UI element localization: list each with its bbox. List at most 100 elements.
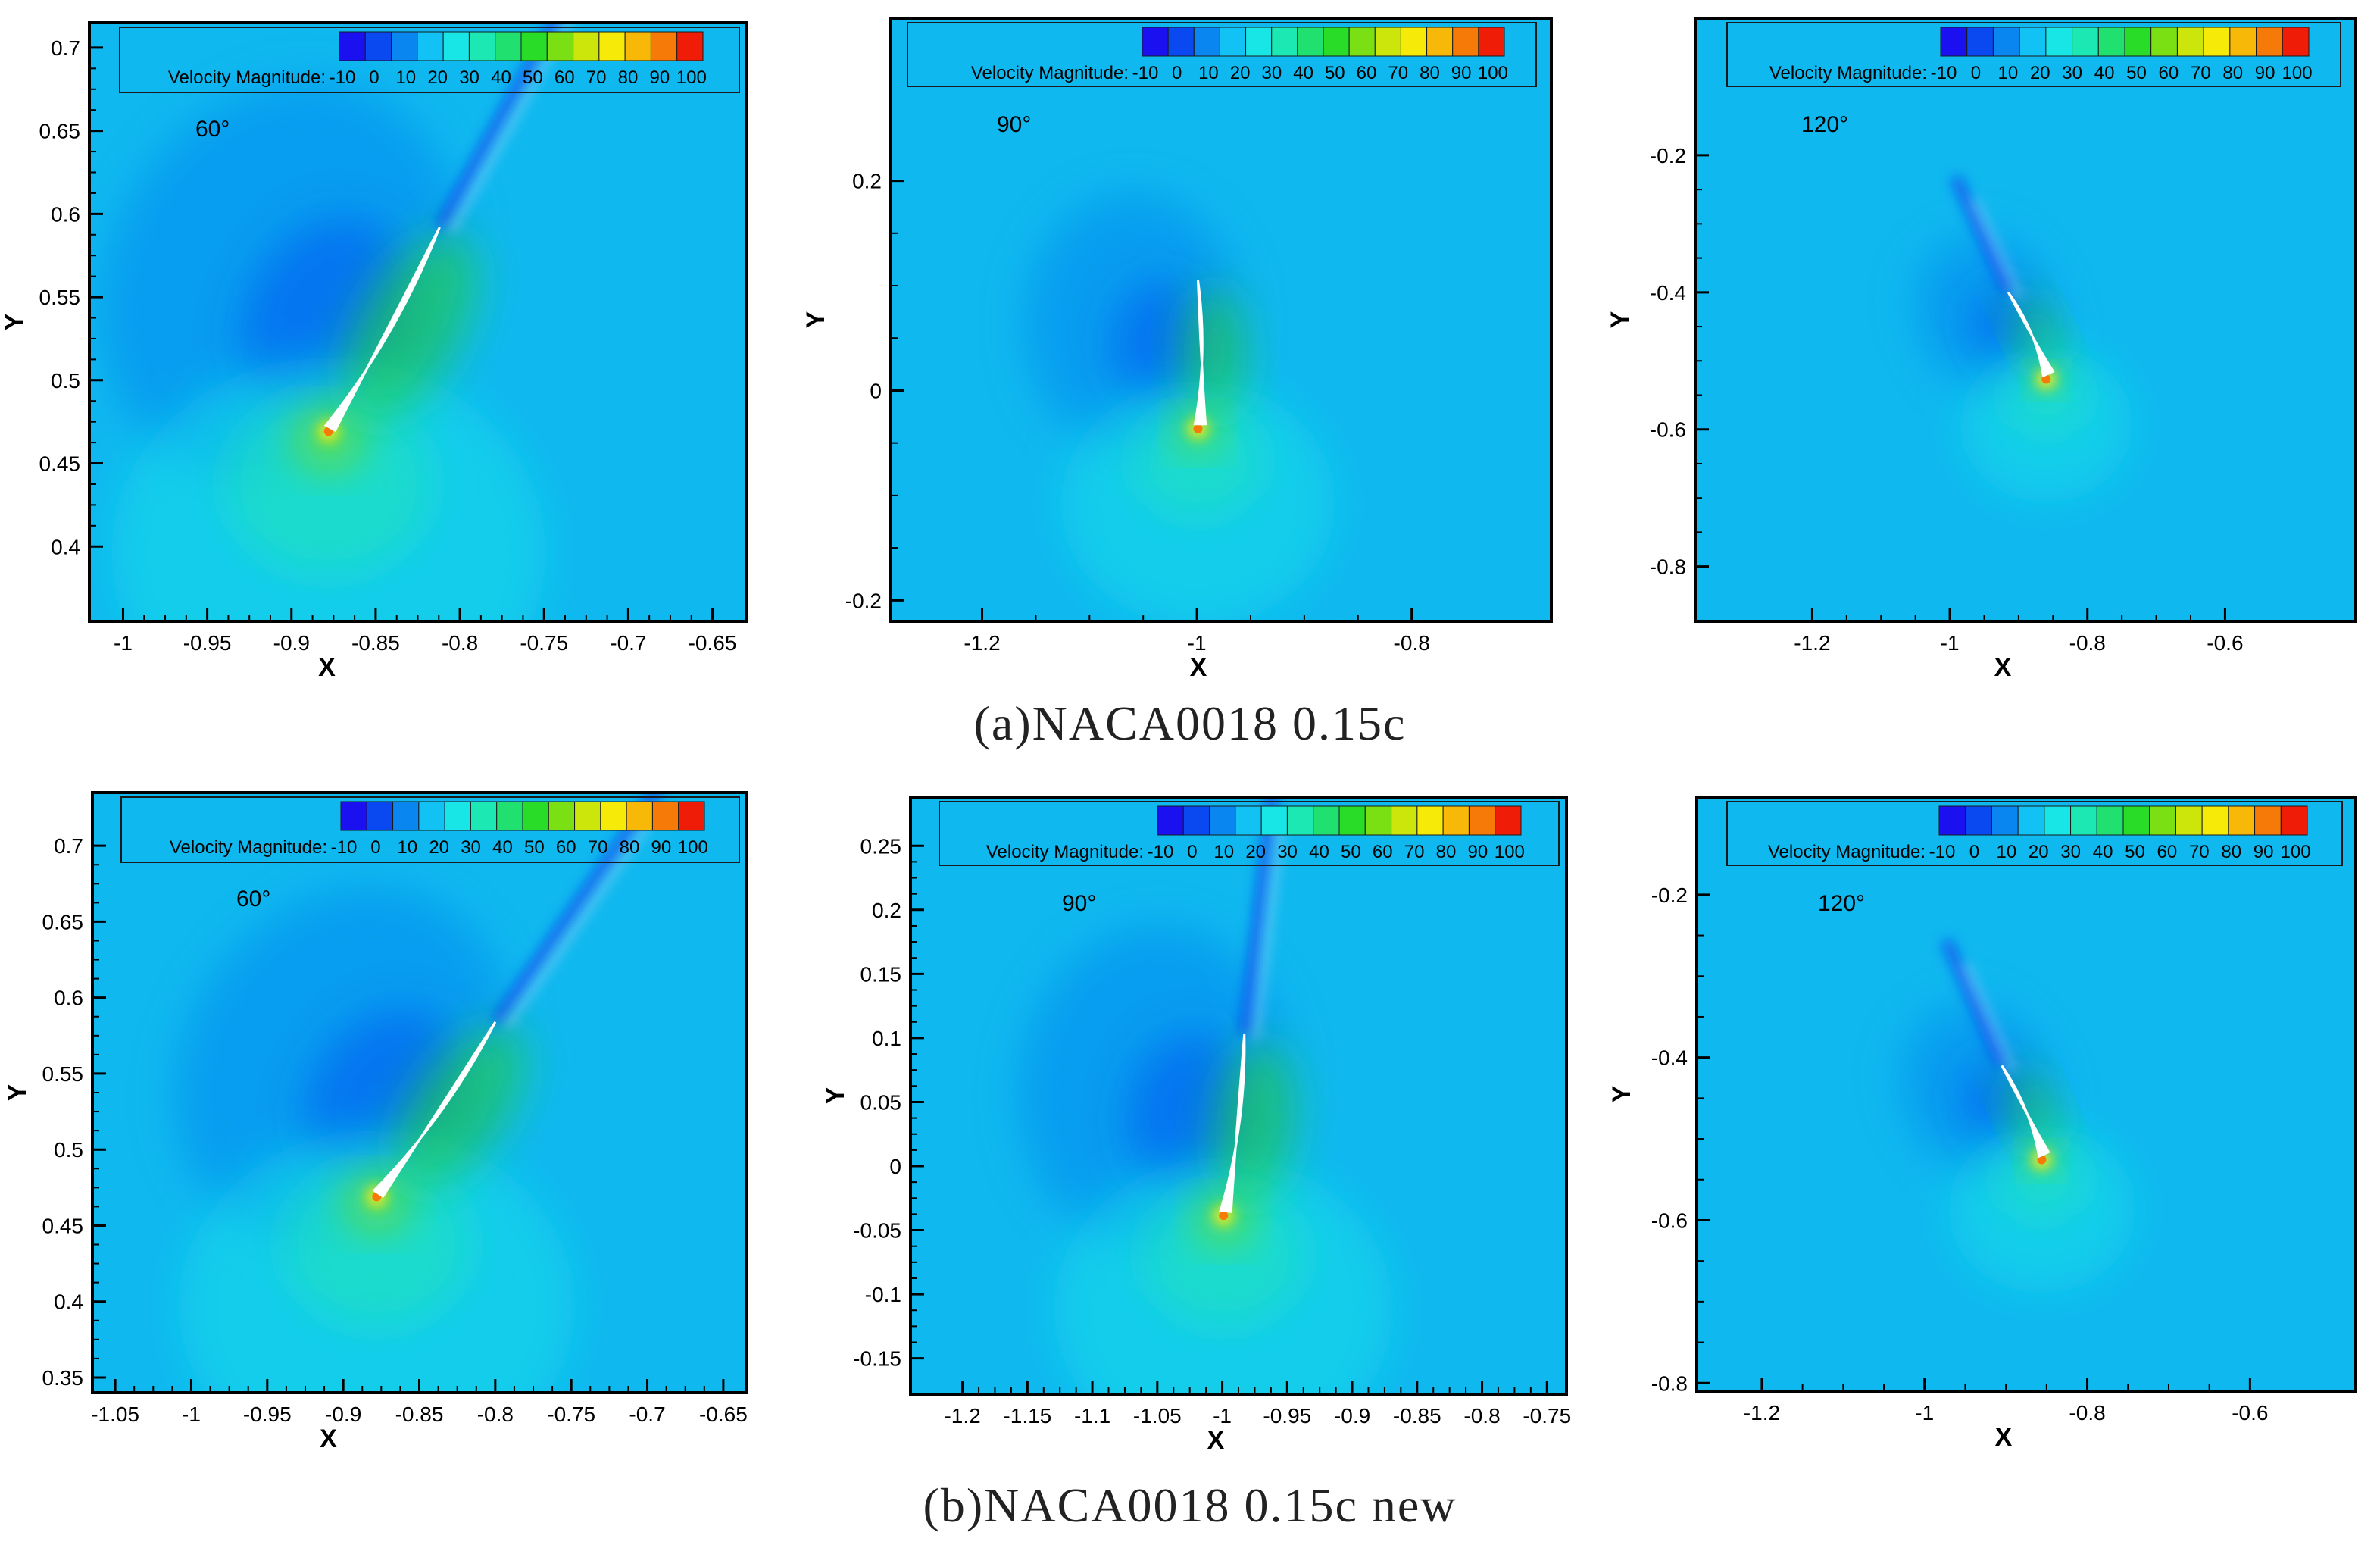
legend-tick-label: 100 [1478,63,1508,83]
velocity-field [1916,174,2132,502]
legend-swatch [1142,27,1169,57]
stagnation-point [2037,1155,2047,1165]
legend-swatch [1991,805,2019,836]
flow-region [1183,287,1247,417]
angle-label: 90° [997,112,1031,137]
x-tick-label: -0.8 [1394,631,1430,655]
legend-swatch [573,31,600,61]
y-tick-label: -0.6 [1650,418,1686,442]
legend-swatch [2124,27,2152,57]
legend-swatch [1966,27,1994,57]
legend-tick-label: 30 [2060,842,2081,862]
legend-swatch [2150,27,2178,57]
legend-swatch [1495,805,1522,836]
y-tick-label: 0.6 [51,202,80,226]
y-tick-label: 0.65 [42,910,84,933]
flow-region [1133,402,1263,518]
x-tick-label: -1 [1915,1401,1934,1424]
x-tick-label: -1.2 [1744,1401,1780,1424]
legend-swatch [520,31,548,61]
x-tick-label: -1.05 [1133,1404,1182,1428]
blade-profile [372,1021,497,1199]
flow-region [345,233,479,421]
legend-swatch [418,801,445,831]
legend-tick-label: 80 [2222,63,2243,83]
legend-swatch [392,801,420,831]
legend-tick-label: 40 [2094,63,2115,83]
blade-profile [1219,1034,1246,1214]
legend-title: Velocity Magnitude: [1768,842,1926,862]
y-tick-label: -0.4 [1651,1046,1688,1070]
chart-panel-6: -1.2 -1 -0.8 -0.6 -0.8 -0.6 -0.4 -0.2 X Y 120° Velo… [1607,796,2357,1452]
y-axis-label: Y [821,1087,850,1104]
legend-tick-label: 100 [2281,842,2311,862]
blade-profile [323,227,441,433]
y-tick-label: 0.15 [860,962,902,986]
y-axis-label: Y [3,1084,32,1101]
y-tick-label: 0.4 [51,535,80,558]
flow-region [2007,1069,2060,1152]
x-tick-label: -0.65 [689,631,737,655]
x-tick-label: -0.75 [547,1403,595,1426]
x-tick-label: -1 [1941,631,1960,655]
legend-tick-label: 60 [1373,842,1393,862]
x-tick-label: -1 [1188,631,1207,655]
legend-swatch [1271,27,1298,57]
x-axis-label: X [1995,1423,2013,1452]
legend-swatch [1193,27,1220,57]
legend-tick-label: -10 [1148,842,1174,862]
x-tick-label: -0.95 [243,1403,292,1426]
x-tick-label: -0.85 [1393,1404,1441,1428]
legend-tick-label: 50 [1341,842,1361,862]
legend-tick-label: 40 [1293,63,1313,83]
flow-region [283,1161,470,1328]
x-axis-label: X [1994,653,2012,682]
flow-region [226,392,432,576]
x-tick-label: -1.1 [1074,1404,1110,1428]
legend-title: Velocity Magnitude: [1769,63,1927,83]
x-tick-label: -0.8 [477,1403,514,1426]
legend-tick-label: 70 [2189,842,2210,862]
legend-swatch [574,801,601,831]
legend-swatch [2122,805,2150,836]
legend-swatch [600,801,627,831]
legend-swatch [2201,805,2229,836]
legend-swatch [1219,27,1247,57]
legend-tick-label: 40 [1309,842,1329,862]
wake-streak [1971,197,2022,299]
y-tick-label: -0.2 [1650,144,1686,167]
legend-swatch [1260,805,1288,836]
caption-row-a: (a)NACA0018 0.15c [973,696,1407,750]
legend-tick-label: 80 [618,67,639,88]
legend-swatch [1245,27,1273,57]
chart-panel-5: -1.2 -1.15 -1.1 -1.05 -1 -0.95 -0.9 -0.85 -0.8 -0… [821,796,1571,1455]
legend-swatch [1442,805,1470,836]
angle-label: 90° [1062,891,1096,916]
legend-tick-label: 100 [678,837,708,858]
legend-tick-label: 0 [1172,63,1182,83]
legend-swatch [1182,805,1210,836]
y-tick-label: -0.15 [853,1347,901,1371]
legend-tick-label: 60 [2157,842,2178,862]
legend-swatch [2282,27,2310,57]
x-tick-label: -0.8 [1463,1404,1500,1428]
y-tick-label: 0.7 [51,36,80,60]
y-tick-label: 0.25 [860,834,902,858]
color-legend: Velocity Magnitude: -10 0 10 20 30 40 50 60 70 80 9… [120,796,740,863]
legend-swatch [2017,805,2045,836]
y-tick-label: 0.2 [872,899,901,922]
blade-profile [1193,280,1207,426]
legend-tick-label: 70 [586,67,607,88]
legend-swatch [340,801,367,831]
legend-tick-label: 20 [1245,842,1266,862]
legend-tick-label: 90 [1451,63,1472,83]
y-tick-label: -0.6 [1651,1209,1688,1232]
x-tick-label: -0.85 [351,631,400,655]
legend-tick-label: 0 [1969,842,1979,862]
wake-streak [434,23,561,230]
y-tick-label: 0.7 [54,834,83,858]
legend-swatch [1468,805,1496,836]
legend-tick-label: 70 [1404,842,1425,862]
velocity-field [1020,797,1393,1394]
legend-swatch [2149,805,2176,836]
